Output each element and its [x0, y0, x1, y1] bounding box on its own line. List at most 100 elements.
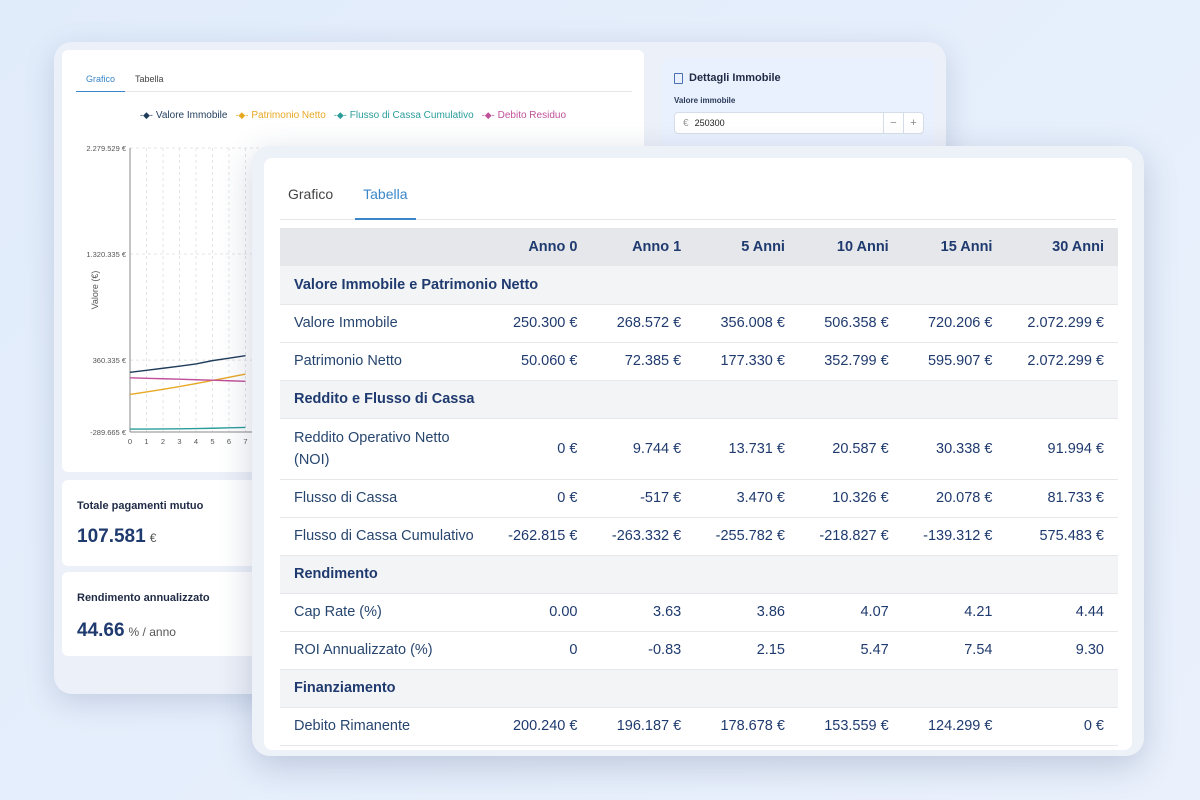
table-row: Reddito Operativo Netto (NOI) 0 € 9.744 … [280, 418, 1118, 480]
section-label: Finanziamento [280, 669, 1118, 708]
table-cell: -0.83 [591, 631, 696, 670]
table-cell: 20.587 € [798, 418, 903, 480]
chart-tabs: Grafico Tabella [76, 68, 632, 92]
table-cell: 30.338 € [902, 418, 1007, 480]
mortgage-total-unit: € [149, 531, 157, 545]
mortgage-total-value: 107.581 € [77, 526, 156, 548]
section-row: Valore Immobile e Patrimonio Netto [280, 266, 1118, 305]
table-cell: 0 € [1006, 707, 1118, 746]
legend-item-flusso[interactable]: -◆- Flusso di Cassa Cumulativo [334, 110, 474, 121]
mortgage-total-card: Totale pagamenti mutuo 107.581 € [62, 480, 262, 566]
increment-button[interactable]: + [903, 113, 923, 133]
mortgage-total-title: Totale pagamenti mutuo [77, 500, 204, 512]
property-value-input[interactable]: € 250300 − + [674, 112, 924, 134]
x-tick-label: 0 [128, 437, 132, 446]
table-cell: 124.299 € [902, 707, 1007, 746]
tab-tabella[interactable]: Tabella [355, 182, 416, 220]
table-row: Debito Rimanente 200.240 € 196.187 € 178… [280, 707, 1118, 746]
table-cell: 153.559 € [798, 707, 903, 746]
table-cell: 4.07 [798, 593, 903, 632]
table-cell: 178.678 € [695, 707, 799, 746]
table-cell: 250.300 € [487, 304, 592, 343]
decrement-button[interactable]: − [883, 113, 903, 133]
table-cell: 356.008 € [695, 304, 799, 343]
table-cell: 200.240 € [487, 707, 592, 746]
column-header [280, 228, 488, 266]
row-label: Reddito Operativo Netto (NOI) [280, 418, 488, 480]
table-cell: 9.744 € [591, 418, 696, 480]
legend-item-valore[interactable]: -◆- Valore Immobile [140, 110, 227, 121]
x-tick-label: 7 [243, 437, 247, 446]
tab-grafico-back[interactable]: Grafico [76, 68, 126, 92]
table-cell: 2.072.299 € [1006, 304, 1118, 343]
legend-label: Debito Residuo [497, 110, 566, 121]
row-label: Cap Rate (%) [280, 593, 488, 632]
legend-marker-icon: -◆- [481, 110, 495, 120]
y-tick-label: 360.335 € [93, 356, 127, 365]
x-tick-label: 4 [194, 437, 198, 446]
row-label: Patrimonio Netto [280, 342, 488, 381]
table-cell: 196.187 € [591, 707, 696, 746]
row-label: Flusso di Cassa Cumulativo [280, 517, 488, 556]
tab-tabella-back[interactable]: Tabella [135, 74, 164, 84]
legend-label: Patrimonio Netto [251, 110, 326, 121]
chart-legend: -◆- Valore Immobile -◆- Patrimonio Netto… [62, 110, 644, 121]
table-cell: 2.072.299 € [1006, 342, 1118, 381]
row-label: ROI Annualizzato (%) [280, 631, 488, 670]
view-tabs: Grafico Tabella [280, 182, 1116, 220]
series-line-debito-residuo [129, 377, 246, 382]
annual-return-title: Rendimento annualizzato [77, 592, 210, 604]
row-label: Valore Immobile [280, 304, 488, 343]
section-row: Finanziamento [280, 669, 1118, 708]
table-row: ROI Annualizzato (%) 0 -0.83 2.15 5.47 7… [280, 631, 1118, 670]
y-tick-label: -289.665 € [90, 428, 127, 437]
table-cell: 2.15 [695, 631, 799, 670]
table-cell: 575.483 € [1006, 517, 1118, 556]
table-cell: 72.385 € [591, 342, 696, 381]
legend-marker-icon: -◆- [235, 110, 249, 120]
legend-label: Valore Immobile [155, 110, 228, 121]
table-cell: 352.799 € [798, 342, 903, 381]
table-cell: 13.731 € [695, 418, 799, 480]
x-tick-label: 5 [210, 437, 214, 446]
y-tick-label: 2.279.529 € [86, 144, 126, 153]
table-row: Valore Immobile 250.300 € 268.572 € 356.… [280, 304, 1118, 343]
section-label: Rendimento [280, 555, 1118, 594]
legend-marker-icon: -◆- [140, 110, 153, 120]
table-row: Flusso di Cassa Cumulativo -262.815 € -2… [280, 517, 1118, 556]
table-cell: 91.994 € [1006, 418, 1118, 480]
table-cell: 81.733 € [1006, 479, 1118, 518]
table-cell: 0.00 [487, 593, 592, 632]
column-header: 15 Anni [902, 228, 1007, 266]
row-label: Debito Rimanente [280, 707, 488, 746]
section-label: Valore Immobile e Patrimonio Netto [280, 266, 1118, 305]
legend-item-debito[interactable]: -◆- Debito Residuo [482, 110, 566, 121]
column-header: Anno 1 [591, 228, 696, 266]
foreground-window: Grafico Tabella Anno 0 Anno 1 5 Anni 10 … [252, 146, 1144, 756]
series-line-valore-immobile [129, 354, 246, 374]
annual-return-value: 44.66% / anno [77, 620, 176, 642]
table-cell: 177.330 € [695, 342, 799, 381]
table-cell: 20.078 € [902, 479, 1007, 518]
legend-marker-icon: -◆- [333, 110, 347, 120]
table-cell: 0 € [487, 418, 592, 480]
table-cell: 506.358 € [798, 304, 903, 343]
x-tick-label: 3 [177, 437, 181, 446]
building-icon [674, 72, 683, 84]
legend-item-patrimonio[interactable]: -◆- Patrimonio Netto [235, 110, 325, 121]
table-cell: 4.44 [1006, 593, 1118, 632]
table-cell: 4.21 [902, 593, 1007, 632]
table-cell: 10.326 € [798, 479, 903, 518]
property-details-header: Dettagli Immobile [674, 72, 781, 84]
table-cell: -263.332 € [591, 517, 696, 556]
column-header: 10 Anni [798, 228, 903, 266]
table-cell: -262.815 € [487, 517, 592, 556]
property-value-text[interactable]: 250300 [694, 118, 725, 128]
tab-grafico[interactable]: Grafico [288, 186, 334, 202]
table-cell: -517 € [591, 479, 696, 518]
table-cell: 5.47 [798, 631, 903, 670]
column-header: Anno 0 [487, 228, 592, 266]
table-cell: 268.572 € [591, 304, 696, 343]
legend-label: Flusso di Cassa Cumulativo [349, 110, 474, 121]
table-row: Patrimonio Netto 50.060 € 72.385 € 177.3… [280, 342, 1118, 381]
